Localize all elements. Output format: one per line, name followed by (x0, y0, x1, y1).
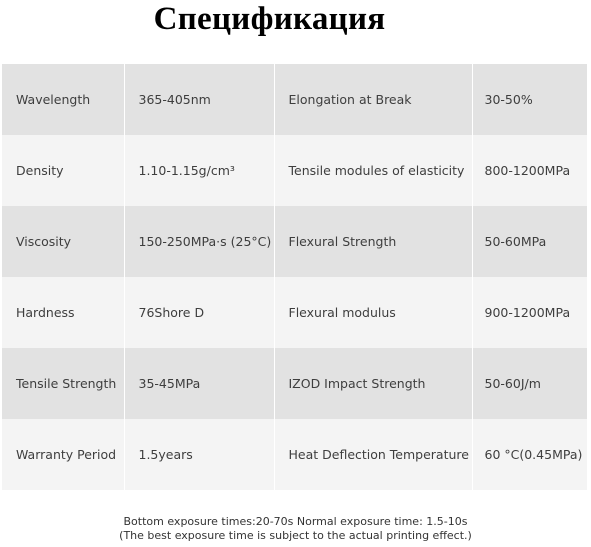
table-row: Viscosity 150-250MPa·s (25°C) Flexural S… (2, 206, 587, 277)
spec-value: 50-60MPa (472, 206, 587, 277)
exposure-note-line1: Bottom exposure times:20-70s Normal expo… (123, 515, 468, 528)
spec-label: Elongation at Break (274, 64, 473, 135)
table-row: Hardness 76Shore D Flexural modulus 900-… (2, 277, 587, 348)
spec-value: 1.5years (124, 419, 275, 490)
table-row: Density 1.10-1.15g/cm³ Tensile modules o… (2, 135, 587, 206)
spec-value: 150-250MPa·s (25°C) (124, 206, 275, 277)
spec-label: Heat Deflection Temperature (274, 419, 473, 490)
spec-value: 900-1200MPa (472, 277, 587, 348)
spec-label: IZOD Impact Strength (274, 348, 473, 419)
exposure-note: Bottom exposure times:20-70s Normal expo… (0, 515, 591, 543)
spec-label: Flexural modulus (274, 277, 473, 348)
spec-label: Tensile Strength (2, 348, 125, 419)
spec-value: 30-50% (472, 64, 587, 135)
spec-label: Hardness (2, 277, 125, 348)
spec-label: Flexural Strength (274, 206, 473, 277)
spec-label: Density (2, 135, 125, 206)
spec-value: 35-45MPa (124, 348, 275, 419)
table-row: Tensile Strength 35-45MPa IZOD Impact St… (2, 348, 587, 419)
specification-table: Wavelength 365-405nm Elongation at Break… (2, 64, 587, 490)
spec-label: Warranty Period (2, 419, 125, 490)
spec-label: Viscosity (2, 206, 125, 277)
spec-value: 60 °C(0.45MPa) (472, 419, 587, 490)
spec-value: 76Shore D (124, 277, 275, 348)
exposure-note-line2: (The best exposure time is subject to th… (119, 529, 472, 542)
page-title: Спецификация (153, 1, 386, 37)
table-row: Warranty Period 1.5years Heat Deflection… (2, 419, 587, 490)
spec-value: 50-60J/m (472, 348, 587, 419)
spec-value: 365-405nm (124, 64, 275, 135)
table-row: Wavelength 365-405nm Elongation at Break… (2, 64, 587, 135)
spec-label: Wavelength (2, 64, 125, 135)
spec-value: 1.10-1.15g/cm³ (124, 135, 275, 206)
spec-label: Tensile modules of elasticity (274, 135, 473, 206)
spec-value: 800-1200MPa (472, 135, 587, 206)
